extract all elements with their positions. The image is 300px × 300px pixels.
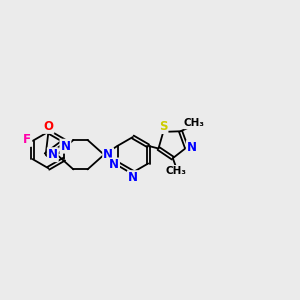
Text: N: N	[128, 171, 138, 184]
Text: CH₃: CH₃	[184, 118, 205, 128]
Text: N: N	[103, 148, 113, 161]
Text: F: F	[23, 133, 31, 146]
Text: O: O	[44, 120, 53, 133]
Text: N: N	[48, 148, 58, 161]
Text: N: N	[60, 140, 70, 153]
Text: N: N	[187, 141, 197, 154]
Text: S: S	[159, 120, 167, 133]
Text: CH₃: CH₃	[165, 166, 186, 176]
Text: N: N	[109, 158, 119, 172]
